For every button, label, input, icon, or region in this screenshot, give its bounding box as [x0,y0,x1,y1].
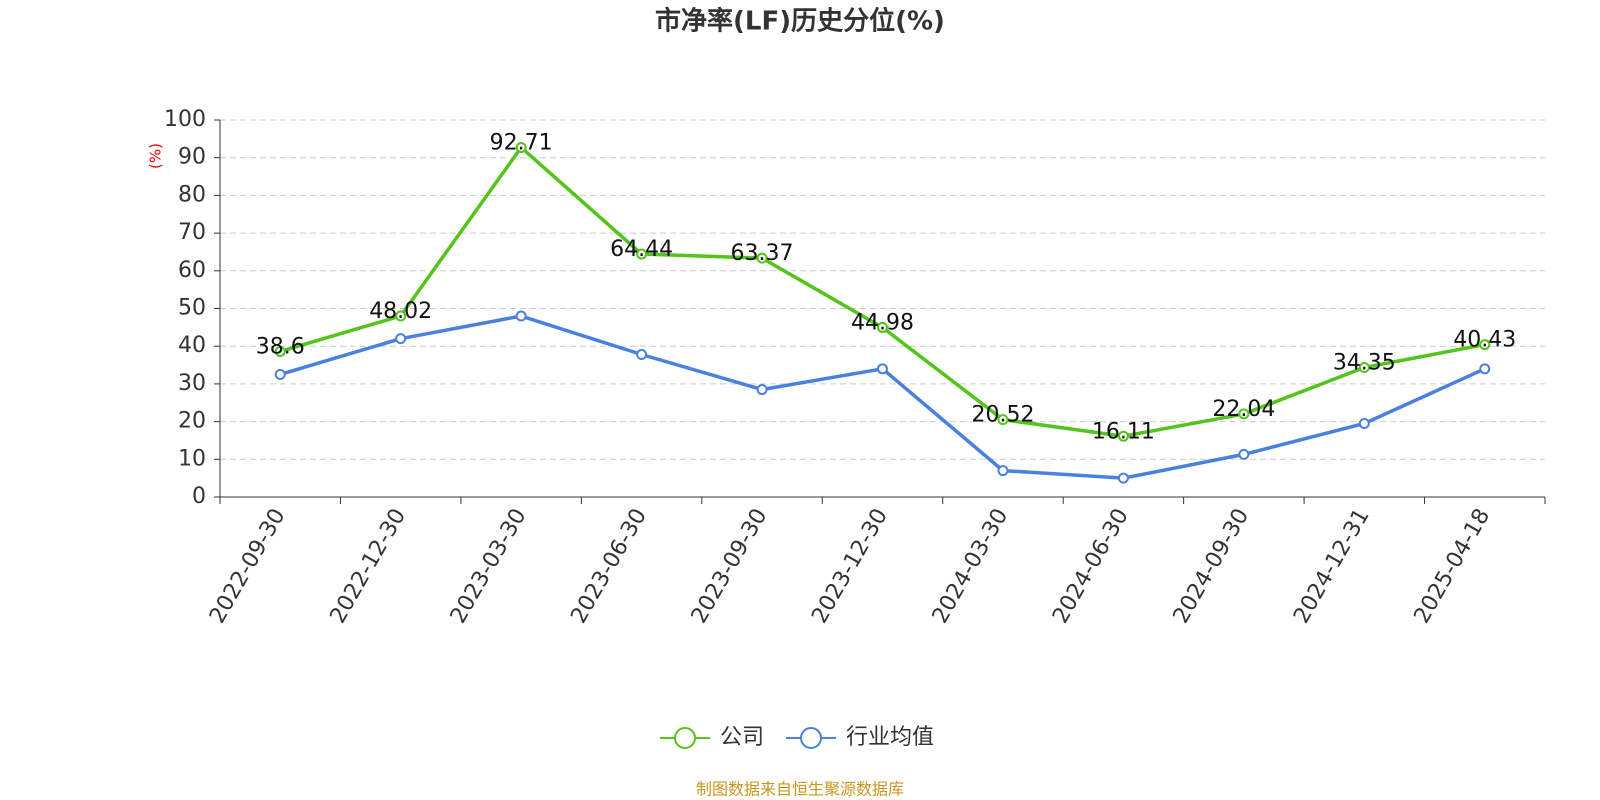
y-tick-label: 40 [178,333,206,358]
point [1479,339,1491,351]
data-label: 48.02 [369,299,432,324]
x-tick-label: 2024-06-30 [1048,505,1134,628]
data-label: 40.43 [1453,328,1516,353]
data-label: 92.71 [490,130,553,155]
x-tick-label: 2023-03-30 [446,505,532,628]
point [877,363,888,375]
x-tick-label: 2023-06-30 [566,505,652,628]
legend-label: 公司 [720,725,764,750]
y-tick-label: 60 [178,258,206,283]
x-tick-label: 2023-09-30 [687,505,773,628]
point [395,333,407,345]
point [274,345,286,357]
point [395,310,407,322]
point [515,310,527,322]
series-line [279,314,1486,480]
point [1117,430,1129,442]
point [1358,362,1370,374]
point [756,252,768,264]
x-tick-label: 2022-09-30 [205,505,291,628]
y-tick-label: 10 [178,446,206,471]
point [1117,472,1129,484]
point [1358,417,1370,429]
data-label: 20.52 [971,403,1034,428]
series-line [279,144,1486,439]
point [636,348,648,360]
y-tick-label: 50 [178,296,206,321]
y-tick-label: 100 [164,107,206,132]
point [997,414,1009,426]
point [1238,448,1250,460]
y-tick-label: 0 [192,484,206,509]
point [997,465,1009,477]
data-label: 63.37 [731,241,794,266]
point [756,384,768,396]
y-axis-title: (%) [147,143,165,169]
x-tick-label: 2024-09-30 [1169,505,1255,628]
data-label: 44.98 [851,310,914,335]
y-tick-label: 90 [178,145,206,170]
x-tick-label: 2024-03-30 [928,505,1014,628]
data-label: 64.44 [610,237,673,262]
data-label: 34.35 [1333,351,1396,376]
x-tick-label: 2022-12-30 [325,505,411,628]
x-tick-label: 2025-04-18 [1410,505,1496,628]
point [515,141,527,153]
point [636,248,648,260]
y-tick-label: 70 [178,220,206,245]
point [877,321,888,333]
chart-title: 市净率(LF)历史分位(%) [655,6,945,37]
legend-label: 行业均值 [846,725,934,750]
legend-marker [674,727,696,749]
y-tick-label: 20 [178,409,206,434]
point [274,368,286,380]
data-label: 16.11 [1092,419,1155,444]
point [1479,363,1491,375]
data-label: 38.6 [256,334,305,359]
legend-marker [800,727,823,749]
point [1238,408,1250,420]
source-note: 制图数据来自恒生聚源数据库 [696,780,904,799]
data-label: 22.04 [1212,397,1275,422]
x-tick-label: 2023-12-30 [807,505,893,628]
y-tick-label: 30 [178,371,206,396]
x-tick-label: 2024-12-31 [1289,505,1375,628]
y-tick-label: 80 [178,182,206,207]
